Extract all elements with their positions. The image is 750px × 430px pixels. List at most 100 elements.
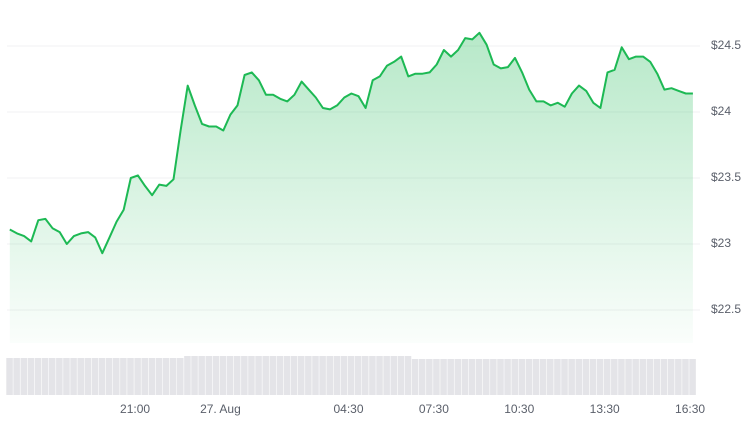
volume-bar xyxy=(84,358,92,395)
volume-bar xyxy=(305,356,312,395)
volume-bar xyxy=(639,359,647,395)
volume-bar xyxy=(433,359,440,395)
volume-bar xyxy=(411,359,419,395)
volume-bar xyxy=(376,356,383,395)
volume-bar xyxy=(177,358,184,395)
volume-bar xyxy=(369,356,376,395)
volume-bar xyxy=(155,358,163,395)
volume-bar xyxy=(326,356,333,395)
volume-bar xyxy=(525,359,533,395)
volume-bar xyxy=(27,358,35,395)
x-tick-label: 13:30 xyxy=(590,402,620,416)
volume-bar xyxy=(518,359,526,395)
volume-bar xyxy=(63,358,70,395)
volume-bar xyxy=(169,358,177,395)
volume-bar xyxy=(276,356,284,395)
volume-bar xyxy=(418,359,426,395)
volume-bar xyxy=(70,358,77,395)
volume-bar xyxy=(269,356,277,395)
volume-bar xyxy=(91,358,99,395)
y-tick-label: $23.5 xyxy=(711,170,741,184)
volume-bar xyxy=(568,359,575,395)
volume-bar xyxy=(461,359,469,395)
volume-bar xyxy=(34,358,42,395)
volume-bar xyxy=(454,359,462,395)
volume-bar xyxy=(347,356,355,395)
volume-bar xyxy=(141,358,149,395)
volume-bar xyxy=(312,356,319,395)
volume-bar xyxy=(511,359,518,395)
volume-bar xyxy=(660,359,668,395)
volume-bar xyxy=(354,356,362,395)
volume-bar xyxy=(77,358,84,395)
volume-bar xyxy=(404,356,412,395)
area-fill xyxy=(9,32,693,344)
volume-bar xyxy=(539,359,547,395)
y-tick-label: $24.5 xyxy=(711,38,741,52)
volume-bar xyxy=(219,356,227,395)
volume-bar xyxy=(475,359,483,395)
volume-bar xyxy=(205,356,213,395)
volume-bar xyxy=(290,356,298,395)
volume-bar xyxy=(532,359,540,395)
volume-bar xyxy=(653,359,661,395)
volume-bar xyxy=(575,359,583,395)
volume-bar xyxy=(134,358,141,395)
volume-bar xyxy=(589,359,597,395)
x-tick-label: 16:30 xyxy=(675,402,705,416)
volume-bar xyxy=(497,359,504,395)
volume-bar xyxy=(362,356,369,395)
volume-bar xyxy=(618,359,625,395)
volume-bar xyxy=(596,359,604,395)
volume-bar xyxy=(611,359,618,395)
volume-bar xyxy=(56,358,63,395)
volume-bar xyxy=(646,359,654,395)
volume-bar xyxy=(547,359,554,395)
x-tick-label: 21:00 xyxy=(120,402,150,416)
volume-bar xyxy=(13,358,20,395)
volume-bar xyxy=(212,356,220,395)
volume-bar xyxy=(120,358,127,395)
volume-bar xyxy=(482,359,490,395)
volume-bar xyxy=(127,358,134,395)
volume-bar xyxy=(283,356,291,395)
volume-bar xyxy=(184,356,191,395)
volume-bar xyxy=(112,358,120,395)
volume-bar xyxy=(554,359,561,395)
volume-bar xyxy=(6,358,13,395)
volume-bar xyxy=(675,359,682,395)
x-tick-label: 04:30 xyxy=(334,402,364,416)
volume-bar xyxy=(682,359,689,395)
y-tick-label: $23 xyxy=(711,236,731,250)
volume-bar xyxy=(333,356,341,395)
volume-bar xyxy=(504,359,511,395)
volume-bar xyxy=(48,358,56,395)
volume-bar xyxy=(383,356,390,395)
volume-bar xyxy=(241,356,248,395)
x-tick-label: 10:30 xyxy=(504,402,534,416)
y-tick-label: $24 xyxy=(711,104,731,118)
volume-bar xyxy=(20,358,28,395)
volume-bar xyxy=(248,356,255,395)
volume-bar xyxy=(447,359,454,395)
volume-bar xyxy=(603,359,611,395)
x-tick-label: 07:30 xyxy=(419,402,449,416)
volume-bar xyxy=(226,356,234,395)
volume-bar xyxy=(625,359,632,395)
y-tick-label: $22.5 xyxy=(711,302,741,316)
volume-bar xyxy=(98,358,106,395)
volume-bar xyxy=(440,359,447,395)
volume-bar xyxy=(262,356,269,395)
volume-bar xyxy=(319,356,326,395)
volume-bar xyxy=(490,359,497,395)
volume-bar xyxy=(582,359,590,395)
volume-bar xyxy=(340,356,348,395)
volume-bar xyxy=(397,356,405,395)
volume-bar xyxy=(198,356,205,395)
price-line xyxy=(9,31,693,255)
volume-bar xyxy=(233,356,241,395)
volume-bar xyxy=(468,359,476,395)
volume-bar xyxy=(667,359,675,395)
volume-bar xyxy=(632,359,639,395)
